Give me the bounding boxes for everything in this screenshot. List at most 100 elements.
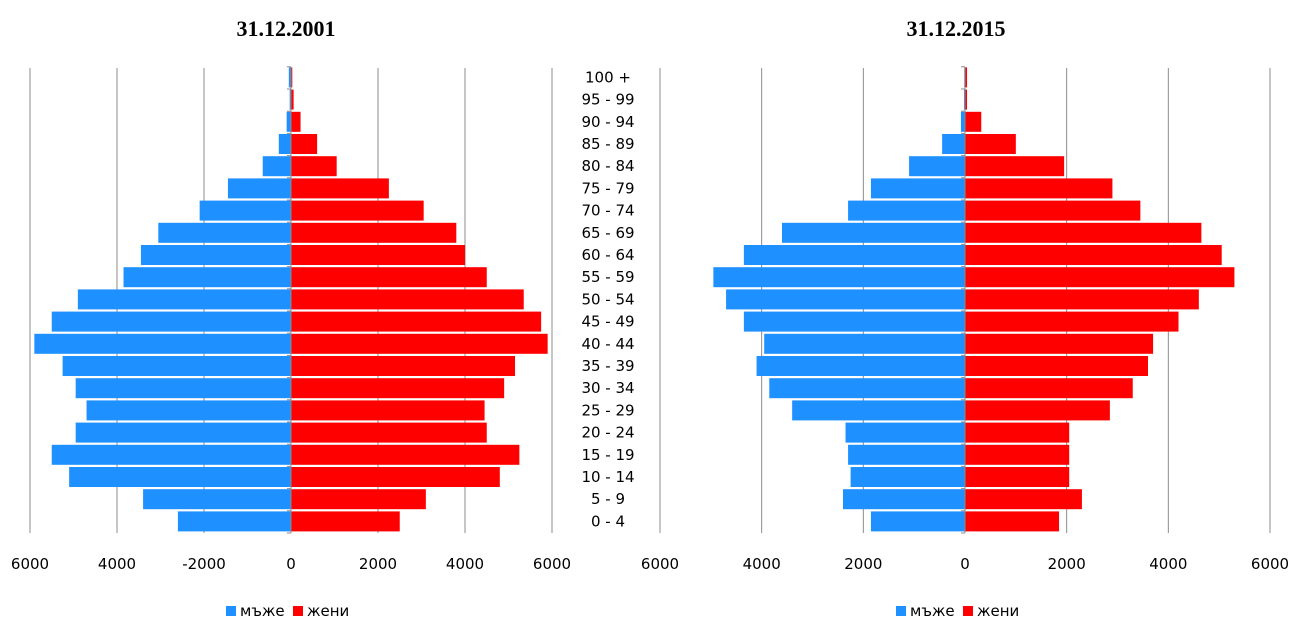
- bar-men: [62, 356, 291, 376]
- category-label: 15 - 19: [581, 446, 634, 464]
- category-label: 85 - 89: [581, 135, 634, 153]
- bar-women: [965, 489, 1082, 510]
- x-tick-label: 0: [286, 555, 296, 573]
- chart-title: 31.12.2015: [907, 16, 1006, 41]
- bar-men: [158, 222, 291, 243]
- bar-women: [291, 267, 487, 288]
- bar-women: [291, 467, 500, 487]
- x-tick-label: 4000: [446, 555, 484, 573]
- x-tick-label: 4000: [98, 555, 136, 573]
- bar-men: [756, 356, 965, 376]
- category-label: 95 - 99: [581, 91, 634, 109]
- category-label: 5 - 9: [591, 490, 625, 508]
- bar-men: [713, 267, 965, 288]
- bar-women: [291, 89, 294, 110]
- bar-women: [291, 489, 426, 510]
- bar-men: [870, 178, 965, 199]
- bar-women: [291, 200, 424, 221]
- chart-title: 31.12.2001: [237, 16, 336, 41]
- bar-women: [291, 222, 457, 243]
- bar-women: [965, 89, 968, 110]
- category-label: 45 - 49: [581, 313, 634, 331]
- bar-women: [965, 356, 1148, 376]
- bar-men: [86, 400, 291, 421]
- bar-men: [870, 511, 965, 532]
- bar-women: [965, 222, 1202, 243]
- bar-women: [291, 111, 301, 132]
- category-label: 90 - 94: [581, 113, 634, 131]
- x-tick-label: 2000: [359, 555, 397, 573]
- bar-women: [965, 422, 1070, 443]
- bar-men: [782, 222, 965, 243]
- bar-men: [850, 467, 965, 487]
- bar-men: [960, 111, 965, 132]
- bar-men: [51, 444, 291, 465]
- category-label: 65 - 69: [581, 224, 634, 242]
- bar-women: [965, 200, 1141, 221]
- legend-swatch-women: [293, 606, 303, 616]
- x-tick-label: 2000: [844, 555, 882, 573]
- bar-men: [75, 422, 291, 443]
- bar-women: [965, 267, 1235, 288]
- category-label: 35 - 39: [581, 357, 634, 375]
- bar-men: [123, 267, 292, 288]
- bar-women: [965, 111, 982, 132]
- bar-men: [51, 311, 291, 332]
- bar-women: [291, 444, 520, 465]
- legend-swatch-women: [963, 606, 973, 616]
- category-label: 30 - 34: [581, 379, 634, 397]
- bar-men: [199, 200, 291, 221]
- category-label: 75 - 79: [581, 179, 634, 197]
- bar-men: [286, 111, 291, 132]
- bar-men: [764, 333, 965, 354]
- bar-men: [143, 489, 291, 510]
- pyramid-chart-2015: 31.12.2015 6000 4000 2000 0 2000 4000 6000 мъже ж…: [641, 16, 1289, 620]
- bar-women: [291, 178, 389, 199]
- bar-men: [942, 134, 965, 154]
- bar-men: [278, 134, 291, 154]
- bar-women: [291, 356, 516, 376]
- bar-women: [291, 134, 318, 154]
- x-tick-label: -2000: [182, 555, 226, 573]
- bar-men: [792, 400, 965, 421]
- bar-women: [291, 422, 487, 443]
- x-tick-label: 4000: [743, 555, 781, 573]
- category-label: 60 - 64: [581, 246, 634, 264]
- bar-women: [965, 245, 1222, 265]
- bar-men: [262, 156, 291, 177]
- bar-women: [965, 67, 968, 88]
- bar-women: [965, 311, 1179, 332]
- legend-swatch-men: [226, 606, 236, 616]
- bar-women: [965, 178, 1113, 199]
- bar-men: [848, 200, 965, 221]
- x-tick-label: 0: [960, 555, 970, 573]
- bar-women: [291, 311, 542, 332]
- category-label: 70 - 74: [581, 202, 634, 220]
- bar-women: [291, 156, 337, 177]
- category-label: 10 - 14: [581, 468, 634, 486]
- category-label: 80 - 84: [581, 157, 634, 175]
- category-label: 100 +: [585, 68, 631, 86]
- legend-swatch-men: [896, 606, 906, 616]
- bar-men: [843, 489, 965, 510]
- legend-label-men: мъже: [910, 602, 955, 620]
- bar-men: [909, 156, 965, 177]
- bar-men: [769, 378, 965, 399]
- bar-men: [77, 289, 291, 310]
- bar-women: [965, 289, 1199, 310]
- bar-men: [743, 245, 965, 265]
- x-tick-label: 4000: [1149, 555, 1187, 573]
- bar-men: [69, 467, 292, 487]
- bar-men: [75, 378, 291, 399]
- x-tick-label: 6000: [1251, 555, 1289, 573]
- bar-women: [291, 289, 524, 310]
- bar-women: [965, 333, 1154, 354]
- x-tick-label: 6000: [11, 555, 49, 573]
- bar-women: [965, 400, 1110, 421]
- bar-women: [291, 378, 505, 399]
- legend-label-women: жени: [977, 602, 1019, 620]
- bar-women: [965, 467, 1070, 487]
- bar-men: [726, 289, 965, 310]
- pyramid-chart-2001: 31.12.2001 6000 4000 -2000 0 2000 4000 6000 мъже…: [11, 16, 571, 620]
